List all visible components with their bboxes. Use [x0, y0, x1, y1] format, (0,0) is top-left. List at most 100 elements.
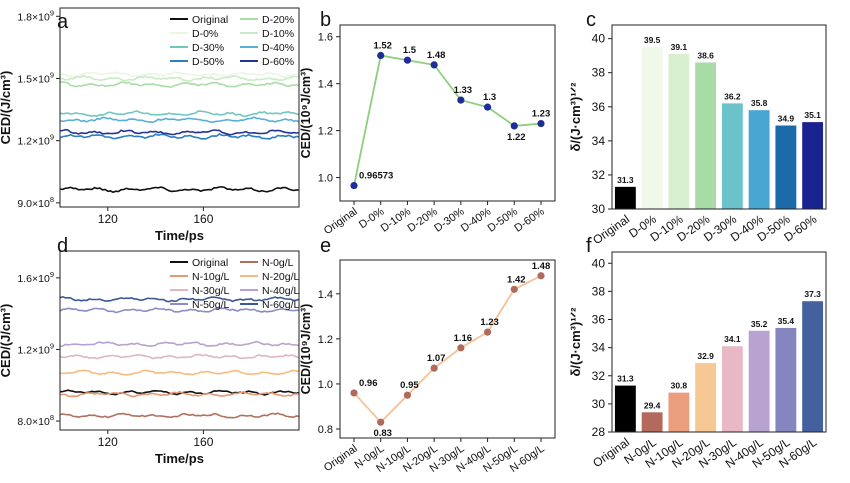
- y-tick-label: 1.4: [318, 289, 333, 301]
- panel-letter-c: c: [586, 9, 596, 31]
- bar-D-40%: [748, 110, 770, 209]
- plot-frame: [59, 7, 300, 208]
- bar-N-30g/L: [721, 346, 743, 432]
- series-line-Original: [59, 186, 300, 194]
- y-tick-label: 40: [592, 256, 606, 270]
- y-tick-exponent: 8: [50, 413, 54, 422]
- series-line-N-10g/L: [59, 390, 300, 398]
- panel-f: 31.3 29.4 30.8 32.9 34.1 35.2 35.4 37.3 28 30 32 34…: [568, 251, 827, 471]
- panel-letter-a: a: [57, 11, 69, 33]
- bar-value-label: 30.8: [671, 381, 688, 391]
- legend-label: D-50%: [192, 56, 224, 68]
- y-tick-exponent: 9: [50, 133, 54, 142]
- legend-label: Original: [192, 257, 228, 269]
- bar-D-20%: [695, 62, 717, 210]
- data-point-D-60%: [537, 119, 545, 128]
- y-tick-label: 1.6×109: [17, 270, 54, 285]
- y-tick-label: 34: [592, 341, 606, 355]
- data-point-N-60g/L: [537, 272, 545, 280]
- y-tick-label: 1.2×109: [17, 133, 54, 148]
- data-point-D-30%: [457, 96, 465, 104]
- bar-value-label: 38.6: [697, 50, 714, 60]
- x-axis-label: Time/ps: [155, 228, 204, 243]
- data-point-N-10g/L: [403, 391, 412, 399]
- data-point-D-40%: [483, 103, 492, 111]
- bar-value-label: 35.8: [751, 98, 768, 108]
- plot-frame: [59, 250, 300, 431]
- bar-value-label: 34.1: [724, 334, 741, 344]
- bar-D-50%: [775, 125, 797, 209]
- plot-frame: [339, 24, 556, 202]
- legend-label: D-0%: [192, 28, 218, 40]
- series-line-N-60g/L: [59, 295, 300, 303]
- y-tick-label: 32: [592, 168, 606, 182]
- legend-label: Original: [192, 14, 228, 26]
- y-tick-label: 36: [592, 313, 606, 327]
- series-line-N-30g/L: [59, 353, 300, 360]
- legend-label: N-0g/L: [262, 257, 294, 269]
- bar-D-0%: [641, 47, 663, 209]
- bar-value-label: 35.4: [778, 316, 795, 326]
- panel-a: 120 160 9.0×108 1.2×109 1.5×109 1.8×109 Time/p…: [0, 7, 300, 243]
- series-line-D-60%: [59, 128, 300, 136]
- legend-label: N-10g/L: [192, 271, 230, 283]
- series-line-D-30%: [59, 110, 300, 118]
- y-tick-label: 0.8: [318, 424, 333, 436]
- series-line-D-20%: [59, 81, 300, 88]
- legend-label: D-20%: [262, 14, 294, 26]
- data-label: 0.96573: [359, 171, 393, 182]
- y-tick-label: 1.0: [318, 379, 333, 391]
- legend-label: N-20g/L: [262, 271, 300, 283]
- legend-label: D-60%: [262, 56, 294, 68]
- series-line-N-0g/L: [59, 412, 300, 419]
- series-line: [353, 274, 542, 424]
- bar-value-label: 39.1: [671, 42, 688, 52]
- y-tick-label: 32: [592, 369, 606, 383]
- data-label: 1.07: [427, 353, 446, 364]
- bar-D-60%: [802, 122, 824, 209]
- bar-N-0g/L: [641, 412, 663, 432]
- bar-value-label: 36.2: [724, 91, 741, 101]
- bar-value-label: 29.4: [644, 400, 661, 410]
- data-label: 1.23: [532, 109, 551, 120]
- y-tick-label: 28: [592, 425, 606, 439]
- x-tick-label: Original: [322, 443, 360, 475]
- y-tick-exponent: 9: [50, 270, 54, 279]
- y-tick-label: 36: [592, 100, 606, 114]
- bar-value-label: 39.5: [644, 35, 661, 45]
- data-point-D-10%: [403, 56, 412, 64]
- x-tick-label: Original: [322, 206, 360, 238]
- y-tick-exponent: 9: [50, 8, 54, 17]
- bar-value-label: 32.9: [697, 351, 714, 361]
- y-tick-label: 34: [592, 134, 606, 148]
- series-line: [353, 54, 542, 186]
- data-label: 1.5: [403, 45, 417, 56]
- bar-value-label: 37.3: [804, 289, 821, 299]
- legend-label: N-30g/L: [192, 285, 230, 297]
- panel-letter-f: f: [586, 235, 592, 257]
- legend-label: D-10%: [262, 28, 294, 40]
- bar-D-30%: [721, 103, 743, 209]
- y-tick-label: 1.2: [318, 334, 333, 346]
- bar-N-60g/L: [802, 301, 824, 432]
- y-axis-label: CED/(J/cm³): [0, 71, 13, 145]
- x-axis-label: Time/ps: [155, 451, 204, 466]
- y-axis-label: CED/(10⁹J/cm³): [299, 68, 313, 159]
- bar-value-label: 35.1: [804, 110, 821, 120]
- x-tick-label: D-60%: [512, 206, 547, 235]
- data-point-D-20%: [430, 61, 438, 69]
- y-axis-label: CED/(J/cm³): [0, 304, 13, 378]
- legend-label: D-40%: [262, 42, 294, 54]
- data-label: 1.22: [507, 132, 526, 143]
- series-line-D-50%: [59, 133, 300, 140]
- data-label: 1.33: [454, 85, 473, 96]
- panel-e: 0.96 0.83 0.95 1.07 1.16 1.23 1.42 1.48 0.8 1.0 1.…: [299, 259, 556, 475]
- data-point-N-50g/L: [510, 285, 518, 293]
- data-point-D-0%: [377, 51, 385, 60]
- panel-letter-e: e: [320, 235, 331, 257]
- y-tick-label: 38: [592, 284, 606, 298]
- legend-label: N-40g/L: [262, 285, 300, 297]
- y-tick-label: 1.8×109: [17, 8, 54, 23]
